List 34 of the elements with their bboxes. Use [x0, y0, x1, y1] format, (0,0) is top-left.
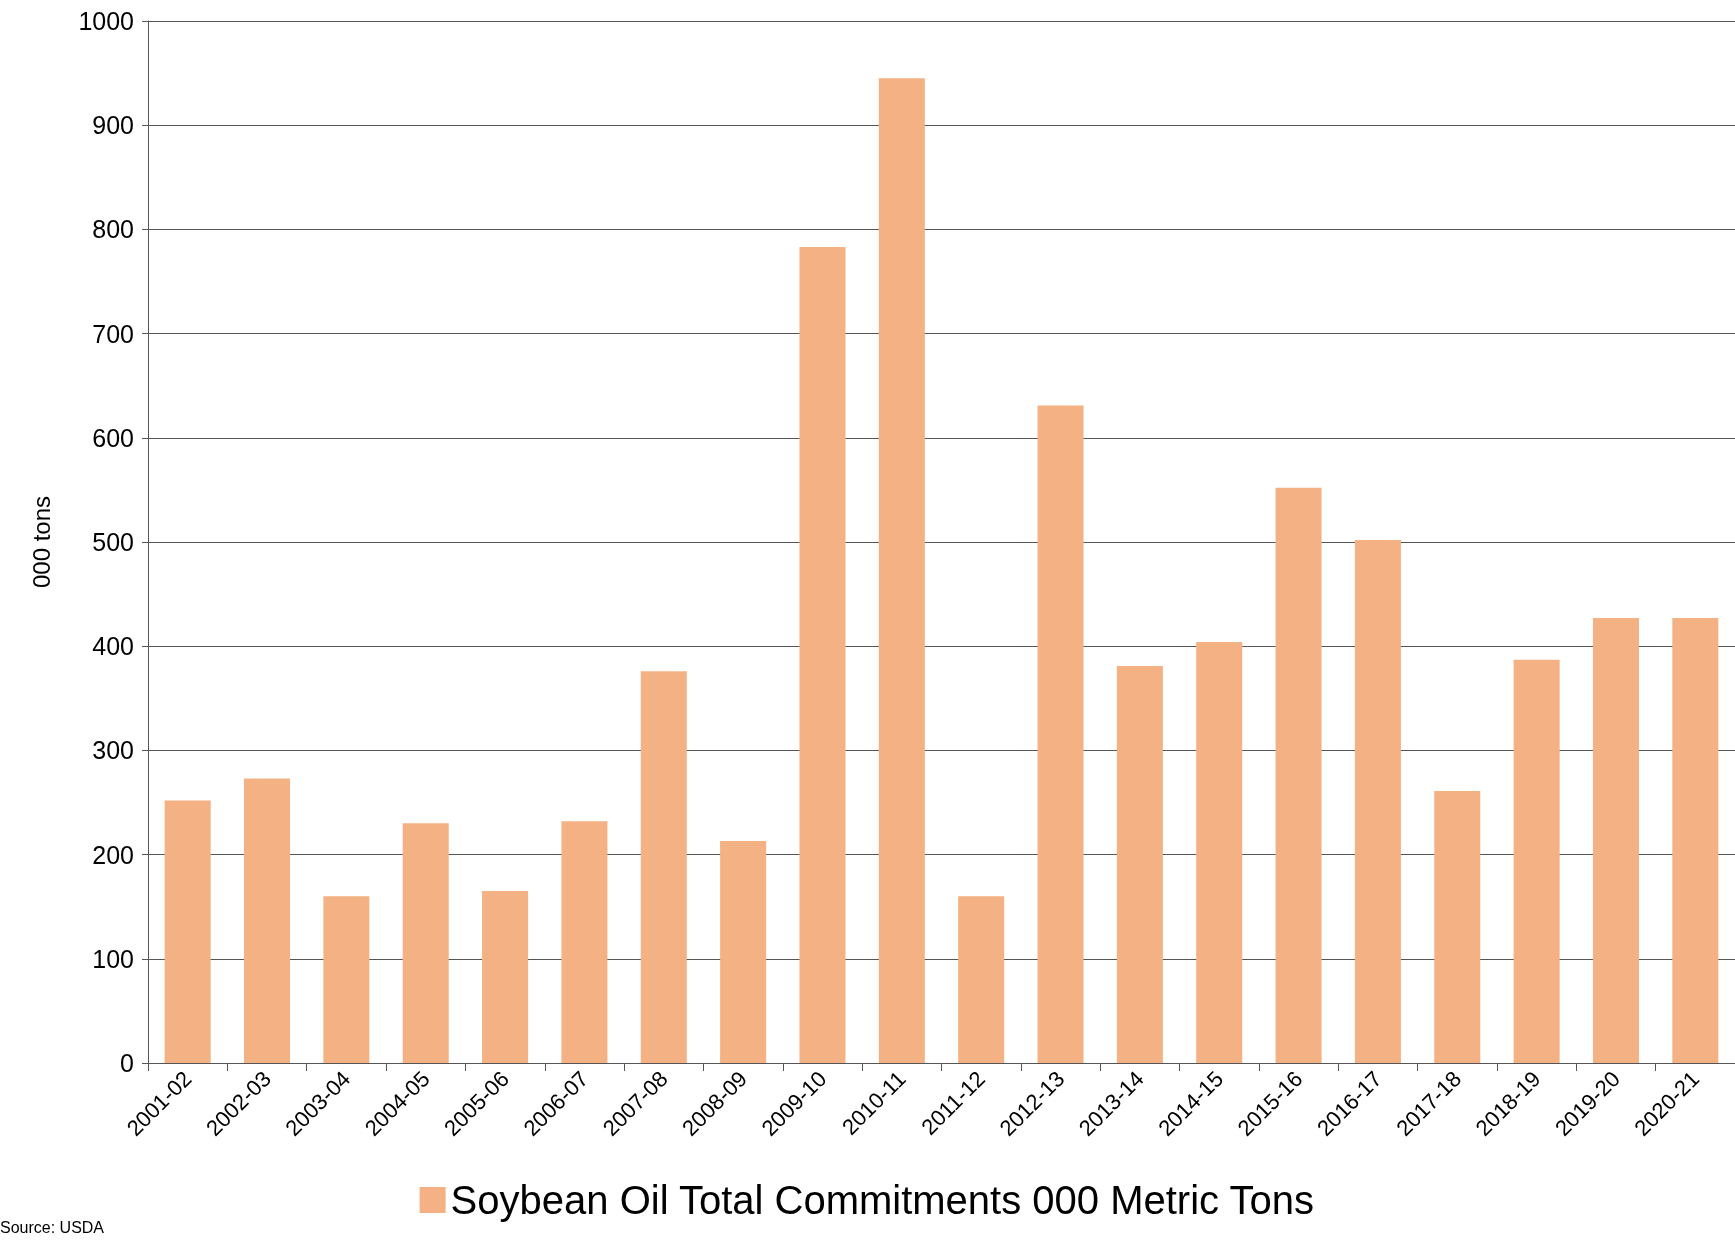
- y-tick-label: 900: [92, 111, 134, 140]
- bar: [402, 823, 449, 1063]
- y-tick-label: 800: [92, 215, 134, 244]
- bar: [1275, 487, 1322, 1063]
- bar: [1037, 405, 1084, 1063]
- source-note: Source: USDA: [0, 1218, 105, 1236]
- y-tick-label: 700: [92, 319, 134, 348]
- y-tick-label: 200: [92, 840, 134, 869]
- y-tick-label: 300: [92, 736, 134, 765]
- bar: [1196, 642, 1243, 1063]
- bar: [878, 78, 925, 1063]
- y-axis-title: 000 tons: [27, 495, 55, 589]
- bar: [799, 247, 846, 1063]
- bar: [1513, 659, 1560, 1063]
- bar: [720, 841, 767, 1063]
- bar: [958, 896, 1005, 1063]
- bar: [561, 821, 608, 1063]
- y-tick-label: 0: [120, 1049, 134, 1077]
- y-tick-label: 600: [92, 423, 134, 452]
- y-tick-label: 100: [92, 944, 134, 973]
- bar: [244, 778, 291, 1063]
- bar: [323, 896, 370, 1063]
- bar: [640, 671, 687, 1063]
- bar: [1116, 666, 1163, 1063]
- bar: [1434, 791, 1481, 1063]
- legend-label: Soybean Oil Total Commitments 000 Metric Tons: [450, 1178, 1314, 1222]
- bar: [1672, 618, 1719, 1063]
- y-tick-label: 500: [92, 528, 134, 556]
- y-tick-label: 1000: [78, 7, 134, 35]
- bar: [164, 800, 211, 1063]
- bar: [482, 891, 529, 1063]
- bar: [1354, 539, 1401, 1063]
- y-tick-label: 400: [92, 632, 134, 661]
- bar: [1592, 618, 1639, 1063]
